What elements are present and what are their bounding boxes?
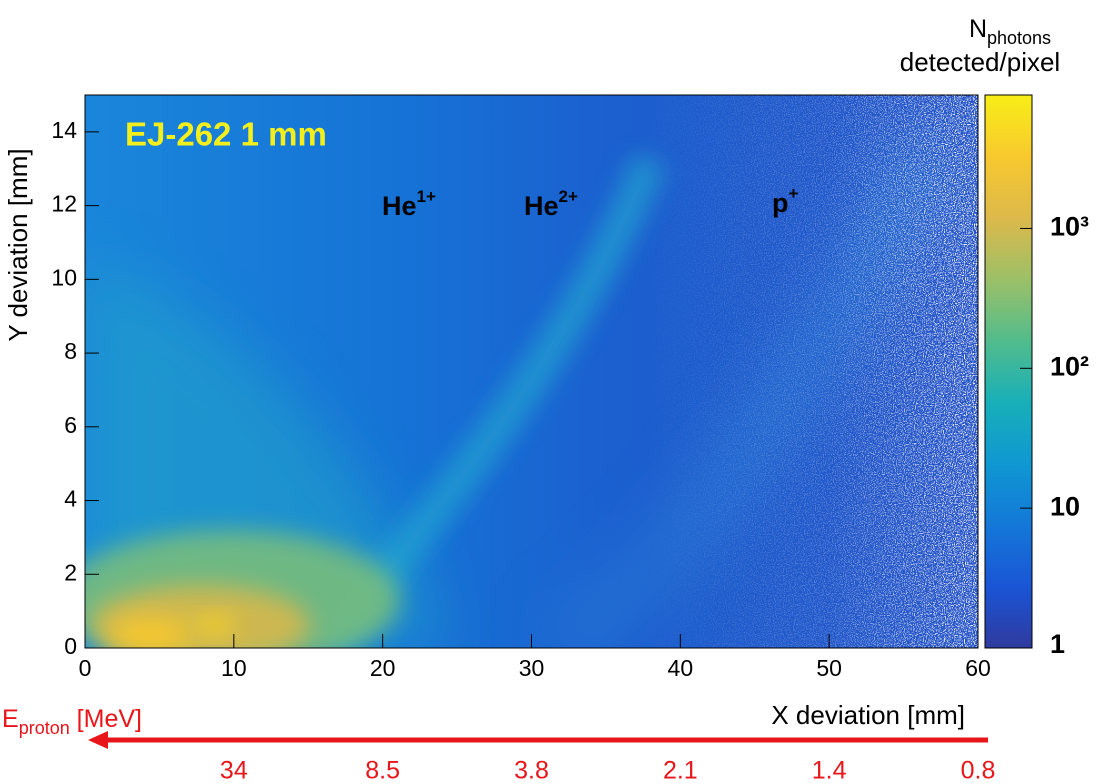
x-tick-label: 40	[668, 655, 694, 681]
species-sup: +	[789, 184, 799, 203]
colorbar-tick-label: 10²	[1050, 351, 1089, 381]
y-axis-label: Y deviation [mm]	[3, 148, 33, 341]
y-tick-label: 6	[64, 412, 77, 438]
colorbar-title: detected/pixel	[900, 47, 1060, 77]
energy-axis-label: Eproton [MeV]	[2, 705, 142, 738]
annotation: EJ-262 1 mm	[125, 116, 327, 153]
colorbar-title-sub: photons	[987, 28, 1051, 48]
species-label: He1+	[382, 187, 436, 221]
species-text: He	[382, 191, 417, 221]
energy-label-main: E	[2, 705, 19, 733]
energy-arrowhead	[88, 731, 108, 749]
energy-label: 0.8	[961, 757, 996, 784]
colorbar	[984, 94, 1033, 649]
x-axis-label: X deviation [mm]	[771, 700, 965, 730]
colorbar-tick-label: 10³	[1050, 212, 1089, 242]
heatmap	[85, 95, 978, 648]
species-label: He2+	[524, 187, 578, 221]
x-tick-label: 0	[79, 655, 92, 681]
energy-label: 34	[220, 757, 248, 784]
species-text: p	[772, 188, 789, 218]
y-tick-label: 2	[64, 559, 77, 585]
energy-label: 2.1	[663, 757, 698, 784]
colorbar-title: Nphotons	[969, 15, 1051, 48]
noise	[640, 95, 978, 648]
species-sup: 1+	[417, 187, 436, 206]
x-tick-label: 30	[519, 655, 545, 681]
y-tick-label: 14	[51, 117, 77, 143]
y-tick-label: 4	[64, 486, 77, 512]
y-tick-label: 12	[51, 191, 77, 217]
y-tick-label: 8	[64, 338, 77, 364]
colorbar-title-main: N	[969, 15, 987, 43]
colorbar-tick-label: 10	[1050, 491, 1080, 521]
x-tick-label: 60	[965, 655, 991, 681]
energy-label: 8.5	[365, 757, 400, 784]
blob	[110, 617, 190, 648]
x-tick-label: 50	[816, 655, 842, 681]
y-tick-label: 10	[51, 264, 77, 290]
species-label: p+	[772, 184, 799, 218]
species-text: He	[524, 191, 559, 221]
y-tick-label: 0	[64, 633, 77, 659]
species-sup: 2+	[559, 187, 578, 206]
energy-label: 3.8	[514, 757, 549, 784]
x-tick-label: 20	[370, 655, 396, 681]
blob	[195, 615, 235, 635]
energy-label: 1.4	[812, 757, 847, 784]
x-tick-label: 10	[221, 655, 247, 681]
energy-label-sub: proton	[19, 718, 70, 738]
colorbar-tick-label: 1	[1050, 629, 1065, 659]
energy-label-unit: [MeV]	[70, 705, 142, 733]
